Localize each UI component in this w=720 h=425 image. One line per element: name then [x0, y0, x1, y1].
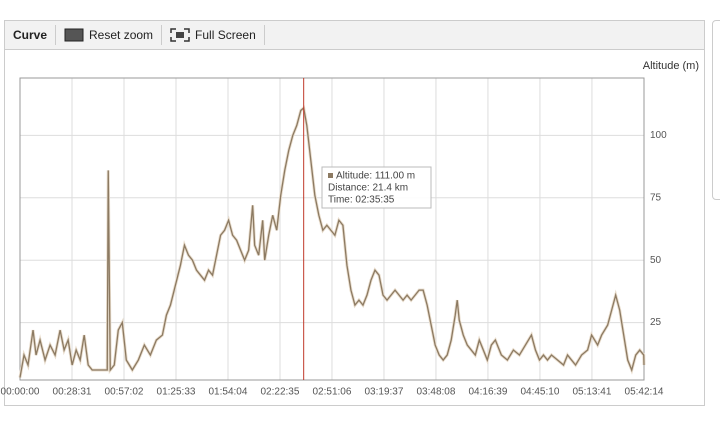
x-tick-label: 05:13:41 — [572, 387, 611, 398]
altitude-line — [19, 106, 645, 378]
x-tick-label: 01:54:04 — [209, 387, 248, 398]
fullscreen-label: Full Screen — [195, 28, 256, 42]
y-tick-label: 100 — [650, 130, 667, 141]
x-tick-label: 04:45:10 — [520, 387, 559, 398]
y-tick-label: 75 — [650, 192, 662, 203]
x-tick-label: 05:42:14 — [625, 387, 664, 398]
x-tick-label: 04:16:39 — [468, 387, 507, 398]
reset-icon — [64, 28, 84, 42]
x-tick-label: 03:19:37 — [364, 387, 403, 398]
toolbar: Curve Reset zoom Full Screen — [4, 20, 705, 50]
side-panel — [712, 20, 720, 200]
y-tick-label: 25 — [650, 317, 662, 328]
reset-zoom-button[interactable]: Reset zoom — [56, 25, 163, 45]
x-tick-label: 00:28:31 — [53, 387, 92, 398]
tooltip-box — [321, 166, 432, 209]
tooltip-line: Altitude: 111.00 m — [336, 171, 415, 182]
toolbar-title: Curve — [5, 25, 57, 45]
fullscreen-icon — [170, 28, 190, 42]
tooltip-line: Time: 02:35:35 — [328, 195, 395, 206]
fullscreen-button[interactable]: Full Screen — [162, 25, 265, 45]
tooltip-swatch — [328, 173, 333, 178]
y-axis-title: Altitude (m) — [643, 60, 699, 72]
x-tick-label: 00:57:02 — [105, 387, 144, 398]
tooltip-line: Distance: 21.4 km — [328, 183, 408, 194]
plot-frame — [19, 77, 645, 381]
reset-label: Reset zoom — [89, 28, 154, 42]
x-tick-label: 01:25:33 — [157, 387, 196, 398]
x-tick-label: 00:00:00 — [1, 387, 40, 398]
x-tick-label: 02:51:06 — [313, 387, 352, 398]
y-tick-label: 50 — [650, 255, 662, 266]
x-tick-label: 03:48:08 — [416, 387, 455, 398]
x-tick-label: 02:22:35 — [261, 387, 300, 398]
